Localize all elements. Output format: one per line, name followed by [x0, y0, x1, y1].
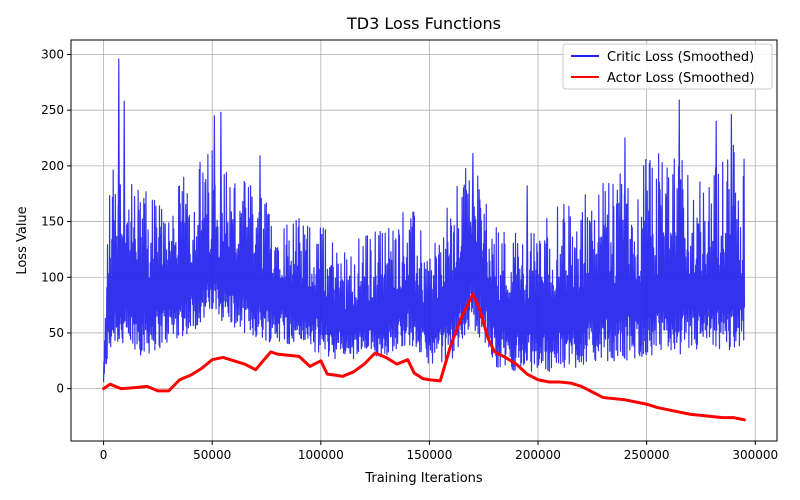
chart-title: TD3 Loss Functions	[346, 14, 501, 33]
y-tick-label: 50	[49, 326, 64, 340]
y-tick-label: 100	[41, 270, 64, 284]
series-layer	[102, 58, 746, 422]
x-axis-label: Training Iterations	[364, 471, 483, 486]
legend-label-critic: Critic Loss (Smoothed)	[607, 50, 754, 65]
legend-label-actor: Actor Loss (Smoothed)	[607, 71, 755, 86]
plot-frame	[70, 39, 778, 442]
x-tick-label: 200000	[515, 448, 561, 462]
y-tick-label: 150	[41, 215, 64, 229]
legend: Critic Loss (Smoothed) Actor Loss (Smoot…	[562, 43, 773, 90]
x-tick-label: 250000	[624, 448, 670, 462]
y-tick-label: 0	[56, 382, 64, 396]
x-tick-label: 150000	[407, 448, 453, 462]
critic-loss-line	[102, 58, 746, 383]
x-tick-label: 0	[100, 448, 108, 462]
ticks-layer: 0 50000 100000 150000 200000 250000 300000 0 50 1…	[41, 47, 778, 462]
x-tick-label: 300000	[732, 448, 778, 462]
y-axis-label: Loss Value	[15, 206, 30, 274]
legend-box	[562, 43, 773, 90]
y-tick-label: 250	[41, 103, 64, 117]
x-tick-label: 100000	[298, 448, 344, 462]
y-tick-label: 200	[41, 159, 64, 173]
actor-loss-line	[102, 292, 746, 422]
x-tick-label: 50000	[193, 448, 231, 462]
y-tick-label: 300	[41, 47, 64, 61]
